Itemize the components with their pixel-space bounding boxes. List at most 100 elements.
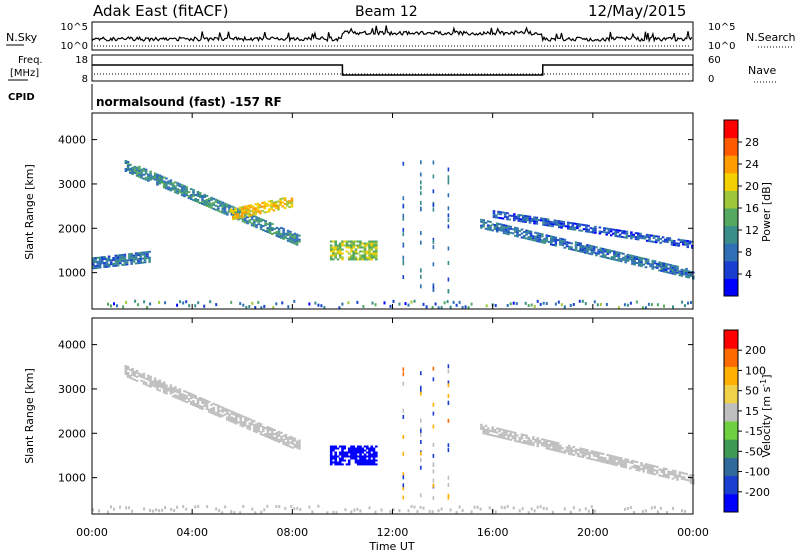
echo-cell <box>432 411 435 416</box>
echo-cell <box>632 233 635 236</box>
echo-cell <box>528 219 532 222</box>
echo-cell <box>192 195 195 198</box>
echo-cell <box>187 398 191 401</box>
echo-cell <box>280 226 283 229</box>
echo-cell <box>665 474 668 476</box>
echo-cell <box>529 238 533 241</box>
echo-cell <box>194 194 197 196</box>
echo-cell <box>368 455 371 458</box>
echo-cell <box>498 436 501 439</box>
echo-cell <box>143 251 147 254</box>
echo-cell <box>336 250 340 253</box>
echo-cell <box>447 483 450 487</box>
echo-cell <box>334 459 337 462</box>
echo-cell <box>238 214 242 217</box>
echo-cell <box>248 219 252 222</box>
echo-cell <box>545 443 549 446</box>
echo-cell <box>538 234 542 237</box>
echo-cell <box>215 303 218 307</box>
echo-cell <box>103 266 106 268</box>
echo-cell <box>207 197 211 200</box>
echo-cell <box>631 262 634 265</box>
echo-cell <box>277 233 281 236</box>
echo-cell <box>167 186 170 189</box>
echo-cell <box>266 229 270 231</box>
echo-cell <box>332 252 335 255</box>
echo-cell <box>270 201 273 204</box>
echo-cell <box>595 254 598 257</box>
echo-cell <box>363 248 367 251</box>
echo-cell <box>563 305 566 309</box>
echo-cell <box>555 219 559 222</box>
echo-cell <box>246 216 249 219</box>
echo-cell <box>626 257 630 260</box>
echo-cell <box>420 426 422 431</box>
echo-cell <box>105 263 109 266</box>
echo-cell <box>92 265 95 268</box>
echo-cell <box>608 458 612 461</box>
echo-cell <box>570 248 573 251</box>
echo-cell <box>616 229 620 232</box>
echo-cell <box>613 256 616 259</box>
echo-cell <box>372 242 376 245</box>
echo-cell <box>165 384 168 387</box>
echo-cell <box>223 202 227 205</box>
echo-cell <box>221 209 225 212</box>
echo-cell <box>230 213 234 216</box>
echo-cell <box>520 232 524 235</box>
echo-cell <box>334 453 337 456</box>
echo-cell <box>621 232 624 234</box>
echo-cell <box>559 237 562 240</box>
echo-cell <box>506 504 509 508</box>
echo-cell <box>506 212 509 215</box>
echo-cell <box>646 471 650 474</box>
echo-cell <box>288 206 291 209</box>
echo-cell <box>482 219 485 222</box>
echo-cell <box>594 229 597 232</box>
echo-cell <box>556 448 560 451</box>
echo-cell <box>550 243 553 246</box>
echo-cell <box>356 449 360 452</box>
echo-cell <box>509 302 512 306</box>
echo-cell <box>350 457 353 460</box>
echo-cell <box>464 305 467 309</box>
echo-cell <box>345 451 349 454</box>
echo-cell <box>507 438 510 441</box>
echo-cell <box>485 304 488 308</box>
echo-cell <box>228 208 231 211</box>
echo-cell <box>203 404 206 407</box>
echo-cell <box>476 505 479 509</box>
echo-cell <box>482 221 485 224</box>
echo-cell <box>372 256 376 259</box>
echo-cell <box>578 223 581 226</box>
echo-cell <box>554 236 558 239</box>
echo-cell <box>255 218 258 221</box>
echo-cell <box>608 460 612 463</box>
echo-cell <box>265 210 269 213</box>
echo-cell <box>665 476 668 478</box>
echo-cell <box>255 226 258 229</box>
echo-cell <box>363 256 367 259</box>
echo-cell <box>129 368 132 371</box>
echo-cell <box>626 303 629 307</box>
echo-cell <box>545 507 548 511</box>
echo-cell <box>171 387 175 390</box>
echo-cell <box>509 430 512 433</box>
echo-cell <box>169 181 173 184</box>
echo-cell <box>686 240 690 243</box>
echo-cell <box>622 256 625 259</box>
echo-cell <box>508 218 511 221</box>
echo-cell <box>661 236 665 239</box>
echo-cell <box>198 407 202 409</box>
echo-cell <box>676 265 679 268</box>
echo-cell <box>198 399 202 401</box>
echo-cell <box>685 271 688 274</box>
power-colorbar-label: Power [dB] <box>760 182 773 242</box>
echo-cell <box>402 408 405 413</box>
echo-cell <box>608 257 612 260</box>
echo-cell <box>682 243 685 246</box>
echo-cell <box>617 257 621 260</box>
echo-cell <box>129 171 132 174</box>
echo-cell <box>380 508 383 512</box>
